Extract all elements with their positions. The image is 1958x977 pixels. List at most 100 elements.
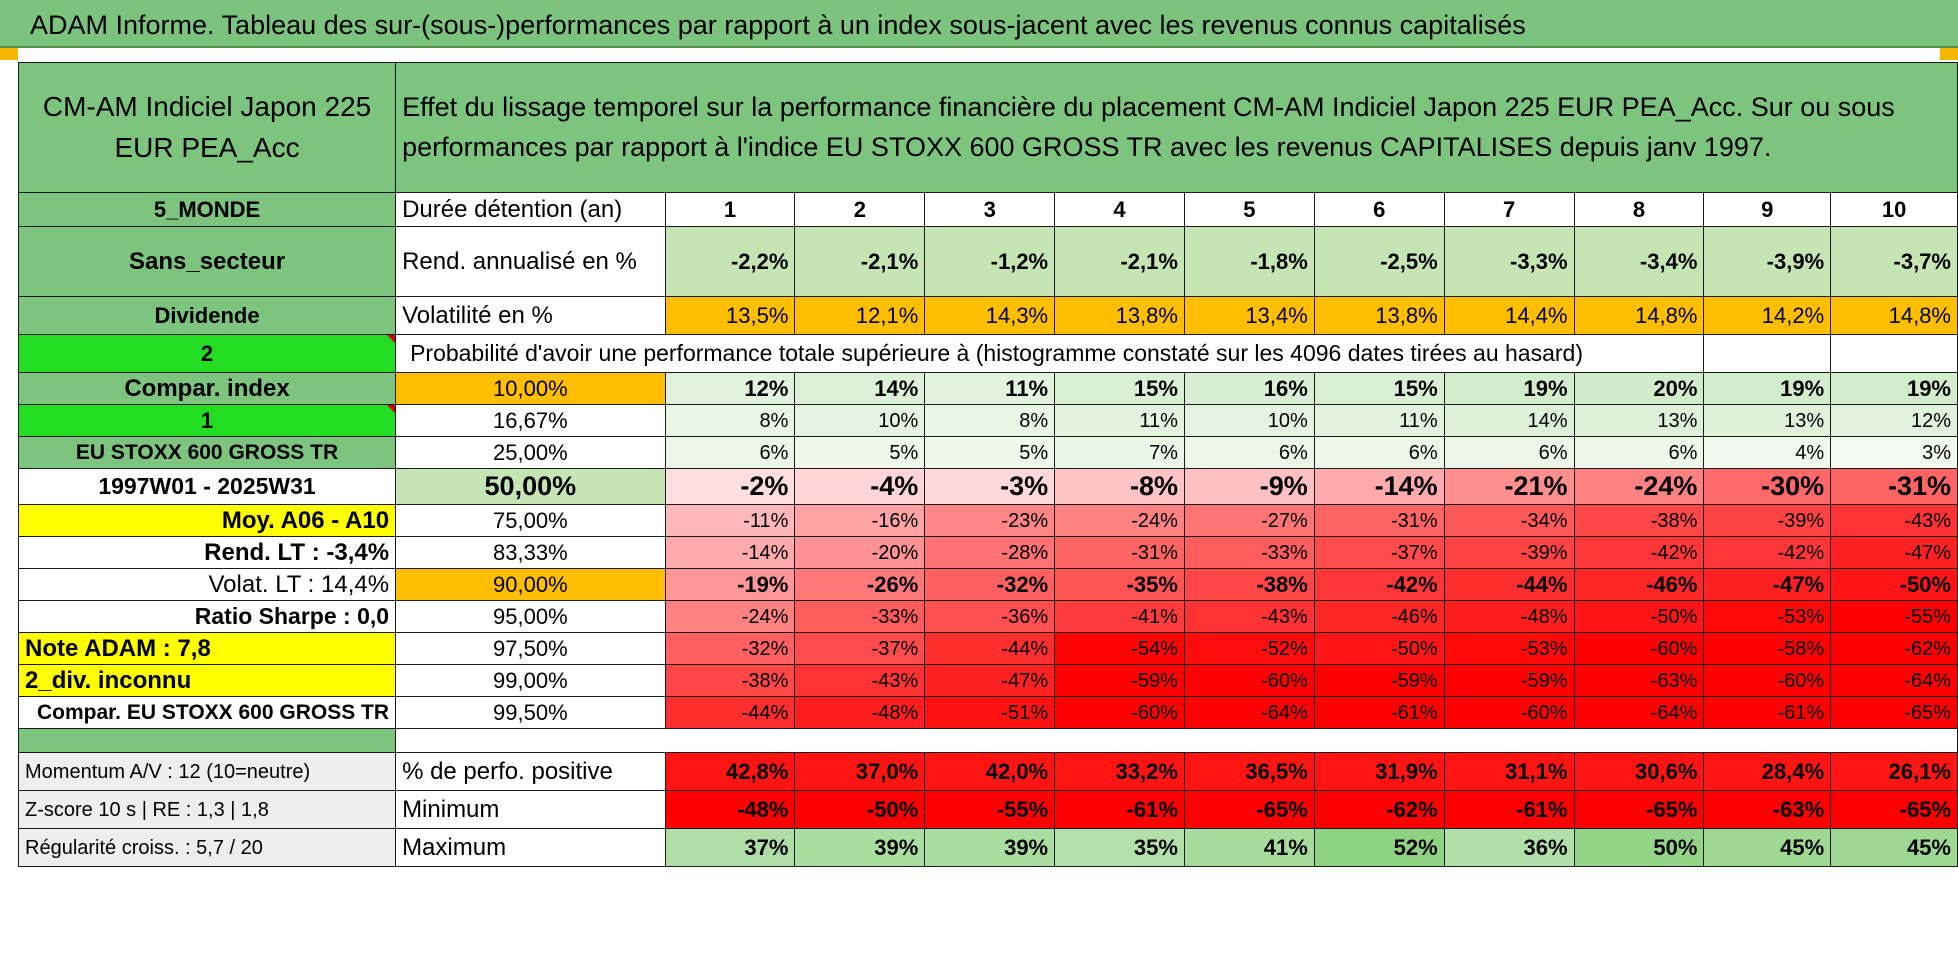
zone-label: 5_MONDE [17, 192, 397, 227]
spacer-cell [395, 728, 1958, 753]
quantile-cell: -27% [1183, 504, 1315, 537]
spacer-row [17, 728, 1958, 753]
quantile-cell: -32% [924, 568, 1056, 601]
summary-cell: 36% [1443, 828, 1575, 867]
corner-mark-right [1940, 48, 1958, 60]
quantile-cell: 13% [1573, 404, 1705, 437]
quantile-label: 50,00% [395, 468, 666, 505]
summary-row-label: Maximum [395, 828, 666, 867]
quantile-cell: 10% [1183, 404, 1315, 437]
rend-cell: -1,8% [1183, 226, 1315, 297]
summary-cell: 26,1% [1830, 752, 1958, 791]
summary-left-label: Régularité croiss. : 5,7 / 20 [17, 828, 397, 867]
vol-cell: 14,4% [1443, 296, 1575, 335]
quantile-cell: -43% [794, 664, 926, 697]
quantile-cell: 3% [1830, 436, 1958, 469]
quantile-cell: -9% [1183, 468, 1315, 505]
quantile-cell: -60% [1443, 696, 1575, 729]
vol-cell: 13,8% [1313, 296, 1445, 335]
summary-cell: 41% [1183, 828, 1315, 867]
quantile-cell: 14% [794, 372, 926, 405]
summary-cell: 30,6% [1573, 752, 1705, 791]
summary-cell: 31,1% [1443, 752, 1575, 791]
quantile-cell: -19% [664, 568, 796, 601]
quantile-cell: -55% [1830, 600, 1958, 633]
summary-cell: 39% [794, 828, 926, 867]
quantile-cell: -52% [1183, 632, 1315, 665]
year-header: 3 [924, 192, 1056, 227]
rend-cell: -2,5% [1313, 226, 1445, 297]
quantile-cell: 6% [1313, 436, 1445, 469]
quantile-cell: -60% [1573, 632, 1705, 665]
rend-label: Rend. annualisé en % [395, 226, 666, 297]
div-unknown-label: 2_div. inconnu [17, 664, 397, 697]
quantile-cell: -2% [664, 468, 796, 505]
summary-cell: 28,4% [1703, 752, 1832, 791]
quantile-cell: -47% [924, 664, 1056, 697]
summary-cell: -61% [1443, 790, 1575, 829]
vol-cell: 13,5% [664, 296, 796, 335]
quantile-cell: 6% [1573, 436, 1705, 469]
quantile-cell: -39% [1443, 536, 1575, 569]
quantile-cell: -44% [1443, 568, 1575, 601]
quantile-cell: -26% [794, 568, 926, 601]
quantile-cell: -4% [794, 468, 926, 505]
quantile-cell: -8% [1054, 468, 1185, 505]
quantile-cell: -50% [1313, 632, 1445, 665]
quantile-cell: -38% [1573, 504, 1705, 537]
quantile-cell: 6% [664, 436, 796, 469]
year-header: 4 [1054, 192, 1185, 227]
vol-cell: 14,3% [924, 296, 1056, 335]
quantile-cell: 5% [794, 436, 926, 469]
quantile-cell: -38% [664, 664, 796, 697]
summary-cell: 52% [1313, 828, 1445, 867]
table-description: Effet du lissage temporel sur la perform… [395, 62, 1958, 193]
sharpe-label: Ratio Sharpe : 0,0 [17, 600, 397, 633]
quantile-cell: -31% [1313, 504, 1445, 537]
summary-cell: -62% [1313, 790, 1445, 829]
spacer-cell [17, 728, 397, 753]
quantile-cell: -53% [1703, 600, 1832, 633]
summary-cell: -55% [924, 790, 1056, 829]
quantile-cell: -50% [1573, 600, 1705, 633]
index-name-label: EU STOXX 600 GROSS TR [17, 436, 397, 469]
vol-cell: 12,1% [794, 296, 926, 335]
empty-cell [1703, 334, 1832, 373]
quantile-cell: 15% [1054, 372, 1185, 405]
quantile-cell: 19% [1830, 372, 1958, 405]
rend-cell: -2,1% [1054, 226, 1185, 297]
compar-value-cell[interactable]: 1 [17, 404, 397, 437]
quantile-cell: -46% [1313, 600, 1445, 633]
empty-cell [1830, 334, 1958, 373]
vol-cell: 13,8% [1054, 296, 1185, 335]
quantile-cell: 13% [1703, 404, 1832, 437]
quantile-label: 97,50% [395, 632, 666, 665]
year-header: 9 [1703, 192, 1832, 227]
quantile-cell: -34% [1443, 504, 1575, 537]
compar-name-label: Compar. EU STOXX 600 GROSS TR [17, 696, 397, 729]
quantile-cell: 15% [1313, 372, 1445, 405]
quantile-cell: -64% [1573, 696, 1705, 729]
quantile-cell: 20% [1573, 372, 1705, 405]
average-label: Moy. A06 - A10 [17, 504, 397, 537]
vol-cell: 14,8% [1830, 296, 1958, 335]
rend-cell: -3,7% [1830, 226, 1958, 297]
quantile-cell: -24% [664, 600, 796, 633]
rend-cell: -3,9% [1703, 226, 1832, 297]
year-header: 6 [1313, 192, 1445, 227]
summary-row-label: % de perfo. positive [395, 752, 666, 791]
quantile-cell: -54% [1054, 632, 1185, 665]
quantile-cell: 11% [1313, 404, 1445, 437]
quantile-cell: -30% [1703, 468, 1832, 505]
quantile-cell: -47% [1830, 536, 1958, 569]
quantile-cell: -60% [1703, 664, 1832, 697]
summary-left-label: Momentum A/V : 12 (10=neutre) [17, 752, 397, 791]
summary-cell: -50% [794, 790, 926, 829]
quantile-cell: -14% [664, 536, 796, 569]
quantile-cell: -43% [1830, 504, 1958, 537]
summary-left-label: Z-score 10 s | RE : 1,3 | 1,8 [17, 790, 397, 829]
quantile-cell: -42% [1703, 536, 1832, 569]
quantile-cell: -32% [664, 632, 796, 665]
dividend-value-cell[interactable]: 2 [17, 334, 397, 373]
summary-cell: -48% [664, 790, 796, 829]
